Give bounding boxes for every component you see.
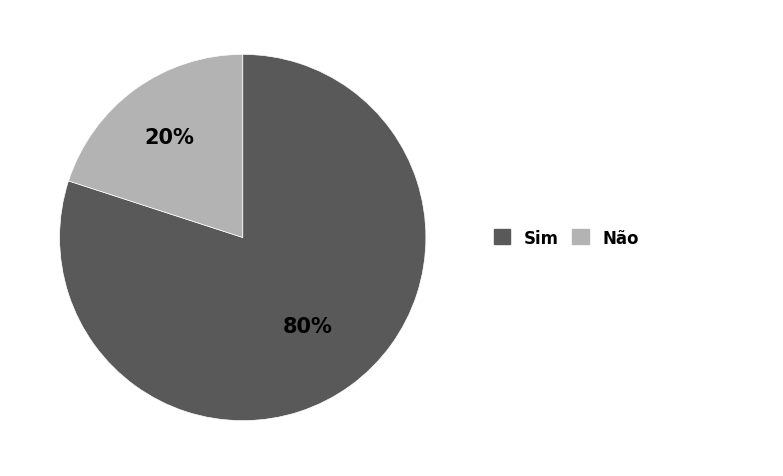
Legend: Sim, Não: Sim, Não <box>494 229 639 247</box>
Wedge shape <box>60 55 426 421</box>
Text: 20%: 20% <box>145 128 194 148</box>
Wedge shape <box>69 55 243 238</box>
Text: 80%: 80% <box>283 317 332 337</box>
